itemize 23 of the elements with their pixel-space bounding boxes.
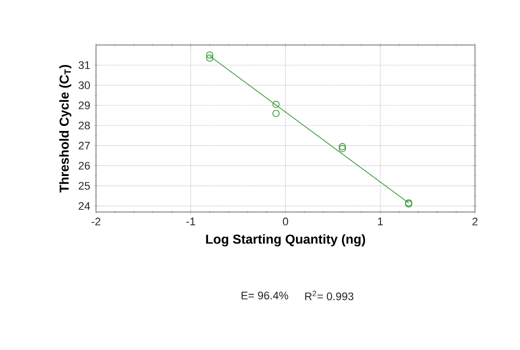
x-axis-title: Log Starting Quantity (ng) [206, 234, 366, 246]
y-tick-label: 27 [78, 142, 90, 150]
point [338, 145, 346, 152]
point [206, 54, 214, 62]
x-tick-label: 0 [282, 218, 288, 226]
y-tick-label: 25 [78, 182, 90, 190]
point [206, 51, 214, 59]
y-tick-label: 26 [78, 162, 90, 170]
x-tick-label: -2 [92, 218, 100, 226]
y-tick-label: 29 [78, 102, 90, 110]
point [272, 100, 280, 108]
y-tick-label: 28 [78, 122, 90, 130]
y-axis-title: Threshold Cycle (C$_{T}$) [59, 64, 72, 193]
x-tick-label: 1 [378, 218, 383, 226]
text: E= 96.4% [242, 292, 288, 300]
x-tick-label: 2 [472, 218, 478, 226]
x-tick-label: -1 [186, 218, 196, 226]
text: R$^{2}$= 0.993 [305, 290, 354, 300]
y-tick-label: 31 [78, 61, 90, 70]
y-tick-label: 24 [78, 202, 90, 210]
point [272, 110, 280, 118]
point [338, 143, 346, 150]
y-tick-label: 30 [78, 81, 90, 90]
